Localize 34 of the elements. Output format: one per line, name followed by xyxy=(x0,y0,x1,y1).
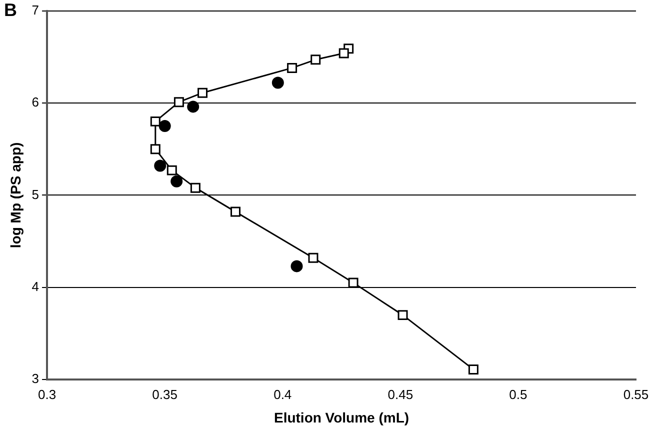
y-tick-label: 4 xyxy=(32,278,40,294)
point xyxy=(230,206,240,217)
point xyxy=(290,260,303,272)
point xyxy=(198,88,208,98)
point xyxy=(150,116,160,126)
point xyxy=(166,165,177,176)
y-tick-label: 6 xyxy=(32,94,40,110)
y-axis-title: log Mp (PS app) xyxy=(7,142,24,248)
text: B xyxy=(4,0,17,20)
point xyxy=(287,62,298,73)
x-tick-label: 0.35 xyxy=(152,386,178,402)
x-tick-label: 0.55 xyxy=(623,386,649,402)
point xyxy=(174,97,184,108)
point xyxy=(150,144,160,154)
x-tick-label: 0.45 xyxy=(388,386,414,402)
point xyxy=(170,175,183,188)
x-axis-title: Elution Volume (mL) xyxy=(274,409,410,426)
point xyxy=(154,160,166,172)
point xyxy=(158,120,171,132)
point xyxy=(310,54,321,65)
y-tick-label: 3 xyxy=(32,371,40,386)
x-tick-label: 0.5 xyxy=(509,386,528,402)
x-tick-label: 0.3 xyxy=(38,386,56,402)
y-tick-label: 5 xyxy=(32,186,40,202)
point xyxy=(308,252,318,263)
point xyxy=(272,76,284,89)
point xyxy=(398,310,408,320)
x-tick-label: 0.4 xyxy=(274,386,292,402)
point xyxy=(338,48,349,58)
point xyxy=(190,182,200,193)
point xyxy=(348,278,358,288)
point xyxy=(187,100,200,113)
y-tick-label: 7 xyxy=(32,2,40,18)
point xyxy=(468,364,478,374)
